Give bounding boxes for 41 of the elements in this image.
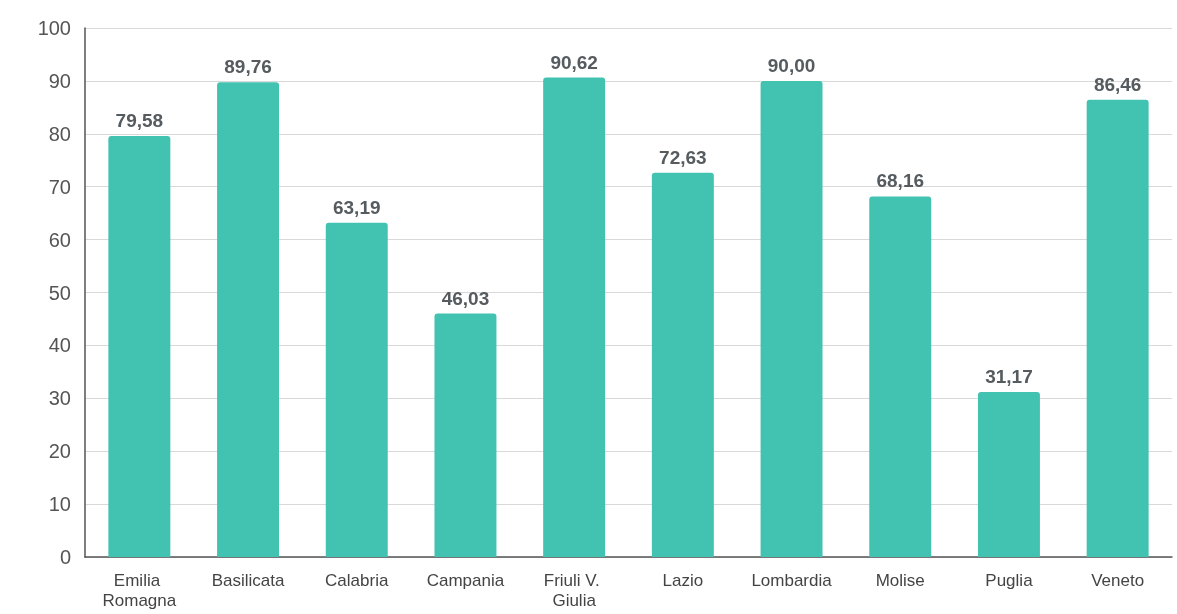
bar [325,222,388,557]
bar [543,77,606,557]
y-tick-label: 90 [48,69,71,92]
x-tick-label: Veneto [1091,570,1145,590]
y-tick-label: 50 [48,281,71,304]
y-tick-label: 10 [48,493,71,516]
x-tick-label: Friuli V. Giulia [543,570,605,610]
bar [977,392,1040,557]
data-label: 46,03 [441,287,490,309]
x-tick-label: Lombardia [751,570,833,590]
y-tick-label: 40 [48,334,71,357]
x-tick-label: Puglia [985,570,1034,590]
bar [760,80,823,557]
x-tick-label: Campania [426,570,505,590]
data-label: 86,46 [1093,73,1142,95]
x-tick-label: Lazio [662,570,704,590]
bar [434,313,497,557]
y-tick-label: 30 [48,387,71,410]
y-tick-label: 80 [48,122,71,145]
y-tick-label: 20 [48,440,71,463]
data-label: 31,17 [985,366,1033,388]
x-tick-label: Calabria [325,570,389,590]
x-tick-label: Molise [875,570,925,590]
data-label: 72,63 [659,146,707,168]
data-label: 89,76 [224,56,272,78]
y-tick-label: 100 [37,17,71,39]
x-tick-label: Basilicata [211,570,285,590]
bar [217,82,280,557]
data-label: 90,62 [550,51,598,73]
data-label: 68,16 [876,170,925,192]
bar [1086,99,1149,557]
data-label: 63,19 [332,196,381,218]
bar [108,136,171,557]
y-tick-label: 0 [59,546,71,568]
data-label: 79,58 [115,110,164,132]
y-tick-label: 70 [48,175,71,198]
data-label: 90,00 [767,54,816,76]
y-tick-label: 60 [48,228,71,251]
bar [651,172,714,557]
x-tick-label: Emilia Romagna [102,570,177,610]
bar [869,196,932,557]
